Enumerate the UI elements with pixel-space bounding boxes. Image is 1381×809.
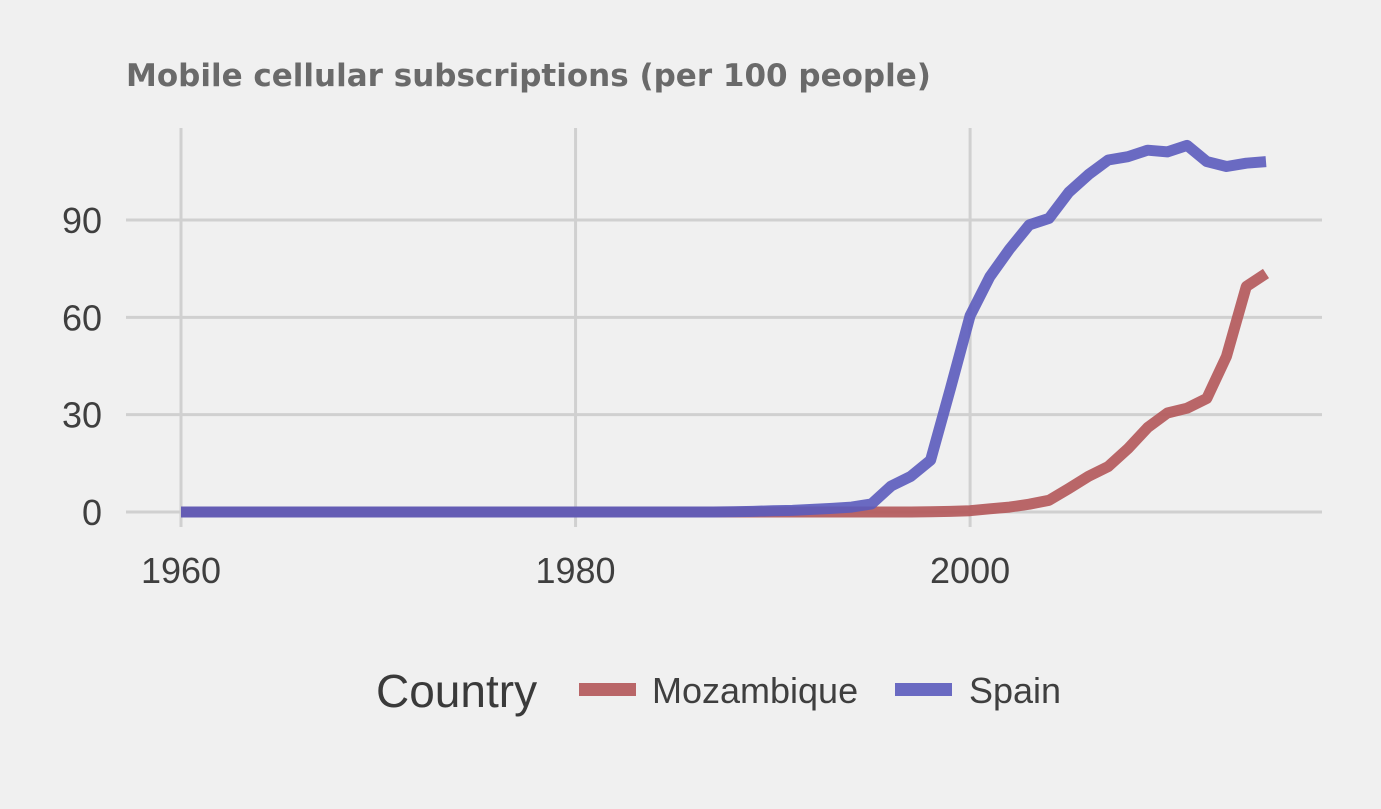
axis-ticks: 1960 1980 2000 0 30 60 90	[62, 200, 1010, 591]
y-tick-label: 60	[62, 297, 102, 338]
y-tick-label: 90	[62, 200, 102, 241]
legend-label-mozambique: Mozambique	[652, 670, 858, 711]
x-tick-label: 2000	[930, 550, 1010, 591]
legend-title: Country	[376, 665, 537, 717]
y-tick-label: 0	[82, 492, 102, 533]
x-tick-label: 1960	[141, 550, 221, 591]
y-tick-label: 30	[62, 395, 102, 436]
legend-label-spain: Spain	[969, 670, 1061, 711]
chart-title: Mobile cellular subscriptions (per 100 p…	[126, 58, 931, 94]
series-lines	[181, 139, 1270, 518]
x-tick-label: 1980	[535, 550, 615, 591]
legend: Country Mozambique Spain	[376, 665, 1061, 717]
grid	[126, 128, 1322, 527]
series-line-mozambique	[181, 268, 1270, 518]
legend-key-spain	[895, 683, 952, 696]
series-line-spain	[181, 139, 1267, 518]
legend-key-mozambique	[579, 683, 636, 696]
